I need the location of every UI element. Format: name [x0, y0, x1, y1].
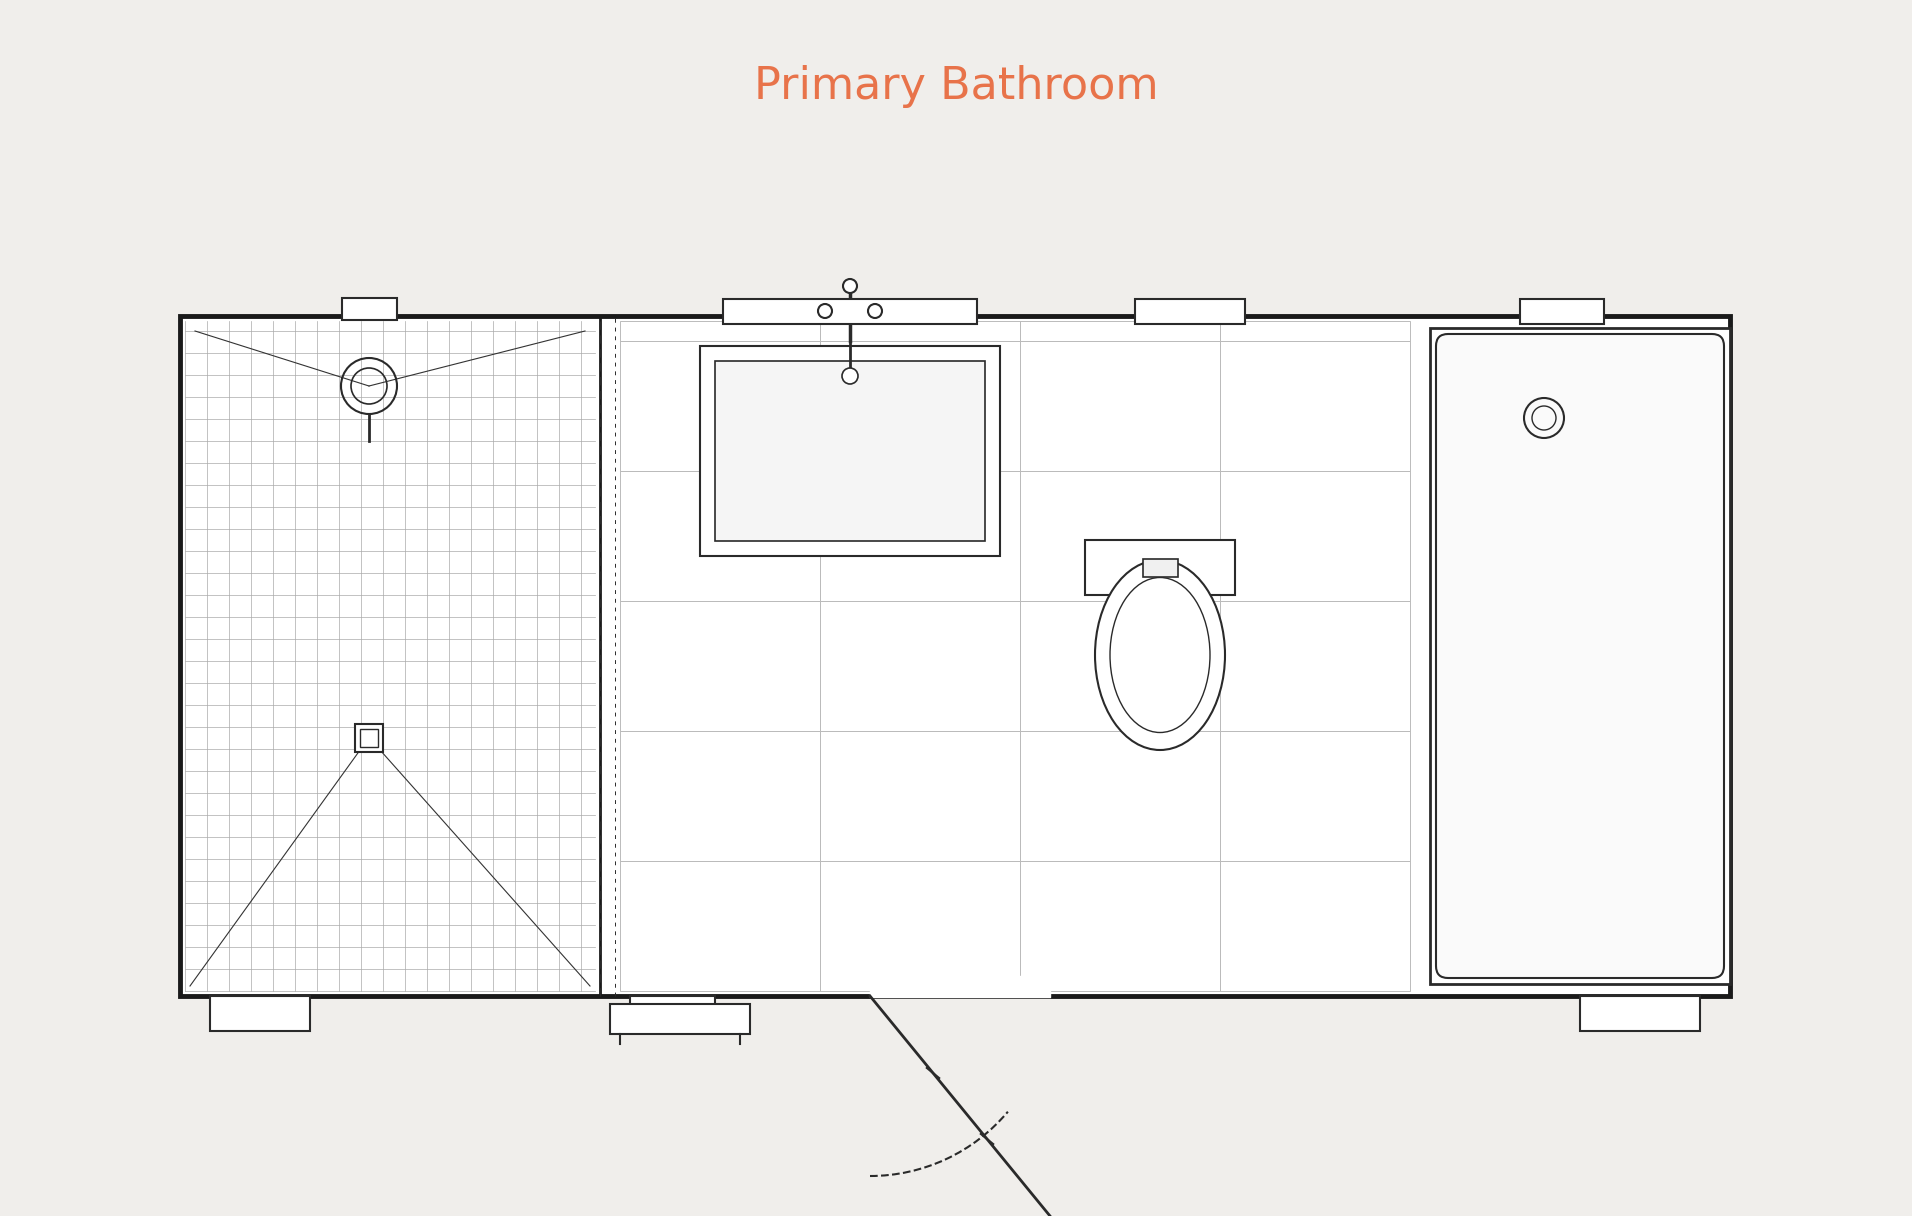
Circle shape [841, 368, 858, 384]
Bar [1220, 321, 1409, 340]
Bar [356, 724, 382, 751]
Bar [1019, 321, 1220, 340]
Bar [619, 731, 820, 861]
Bar [820, 731, 1019, 861]
Circle shape [843, 278, 857, 293]
Bar [1143, 558, 1178, 576]
Bar [1019, 340, 1220, 471]
Bar [820, 601, 1019, 731]
FancyBboxPatch shape [1436, 334, 1725, 978]
Bar [1019, 861, 1220, 991]
Bar [629, 996, 715, 1031]
Bar [820, 321, 1019, 340]
Ellipse shape [1096, 561, 1226, 750]
Bar [1220, 471, 1409, 601]
Bar [619, 601, 820, 731]
Bar [1220, 731, 1409, 861]
Bar [715, 361, 985, 541]
Bar [820, 471, 1019, 601]
Bar [1019, 731, 1220, 861]
Bar [359, 728, 379, 747]
Circle shape [868, 304, 881, 319]
Bar [820, 340, 1019, 471]
Bar [1136, 299, 1245, 323]
Bar [180, 316, 600, 996]
Bar [1579, 996, 1700, 1031]
Bar [619, 321, 820, 340]
Bar [1430, 328, 1730, 984]
Bar [820, 861, 1019, 991]
Bar [1220, 340, 1409, 471]
Bar [1520, 299, 1604, 323]
Circle shape [818, 304, 832, 319]
Bar [619, 471, 820, 601]
Bar [1019, 601, 1220, 731]
Bar [210, 996, 310, 1031]
Text: Primary Bathroom: Primary Bathroom [753, 64, 1159, 107]
Bar [1019, 471, 1220, 601]
Bar [619, 861, 820, 991]
Bar [1084, 540, 1235, 595]
Bar [342, 298, 396, 320]
Bar [700, 347, 1000, 556]
Bar [1220, 601, 1409, 731]
Bar [180, 316, 1730, 996]
Bar [619, 340, 820, 471]
Bar [1220, 861, 1409, 991]
Bar [723, 299, 977, 323]
Bar [610, 1004, 750, 1034]
